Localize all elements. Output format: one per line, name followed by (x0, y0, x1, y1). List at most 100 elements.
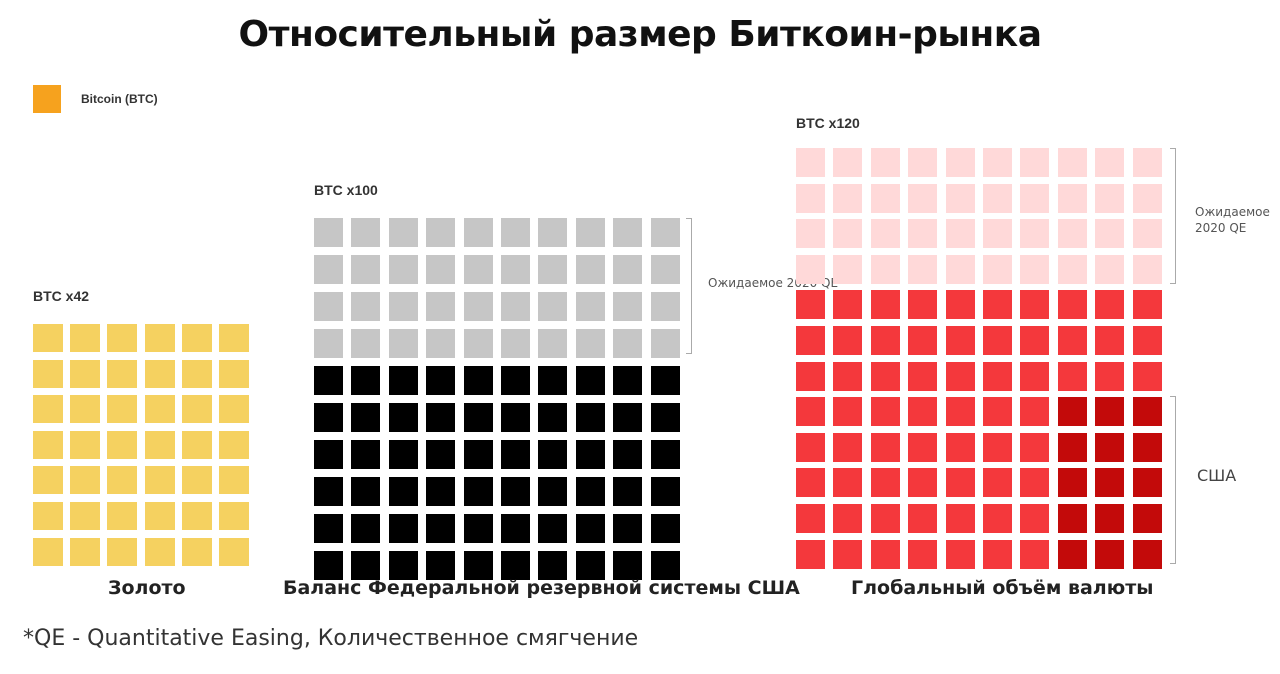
global-waffle-cell (1057, 183, 1087, 213)
global-waffle-cell (982, 503, 1012, 533)
global-waffle-cell (945, 254, 975, 284)
fed-waffle-cell (351, 329, 381, 358)
fed-waffle-cell (613, 292, 643, 321)
gold-waffle-cell (218, 430, 249, 459)
global-group-label: Глобальный объём валюты (851, 577, 1154, 599)
global-waffle-cell (1132, 183, 1162, 213)
fed-waffle-cell (463, 255, 493, 284)
global-waffle-cell (908, 325, 938, 355)
global-waffle-cell (1020, 325, 1050, 355)
fed-waffle-cell (314, 255, 343, 284)
fed-waffle-cell (575, 403, 605, 432)
fed-waffle-cell (500, 477, 530, 506)
global-waffle-cell (870, 325, 900, 355)
global-waffle-cell (833, 432, 863, 462)
fed-waffle-cell (575, 514, 605, 543)
global-waffle-cell (908, 254, 938, 284)
global-waffle-cell (796, 219, 825, 249)
global-waffle-cell (1095, 432, 1125, 462)
fed-waffle-cell (426, 255, 456, 284)
global-waffle-cell (982, 397, 1012, 427)
fed-waffle-cell (500, 218, 530, 247)
gold-waffle-cell (181, 430, 212, 459)
fed-waffle-cell (575, 292, 605, 321)
fed-waffle-cell (650, 403, 680, 432)
global-waffle-cell (908, 468, 938, 498)
global-waffle-cell (1132, 468, 1162, 498)
fed-waffle-cell (463, 366, 493, 395)
global-waffle-cell (1057, 325, 1087, 355)
fed-waffle-cell (351, 292, 381, 321)
usa-bracket (1170, 396, 1176, 564)
legend-swatch (33, 85, 61, 113)
fed-waffle-cell (463, 551, 493, 580)
fed-waffle-cell (500, 403, 530, 432)
global-waffle-cell (1132, 539, 1162, 569)
global-waffle-cell (796, 361, 825, 391)
fed-waffle-cell (314, 477, 343, 506)
global-waffle-cell (833, 325, 863, 355)
global-waffle-cell (908, 219, 938, 249)
global-waffle-cell (833, 148, 863, 177)
global-waffle-cell (1095, 503, 1125, 533)
global-waffle-cell (908, 290, 938, 320)
global-waffle-cell (945, 361, 975, 391)
global-waffle-cell (870, 468, 900, 498)
global-waffle-cell (1132, 503, 1162, 533)
gold-waffle-cell (218, 537, 249, 566)
global-waffle-cell (796, 254, 825, 284)
fed-waffle-cell (575, 218, 605, 247)
gold-waffle-cell (107, 324, 138, 352)
global-waffle-cell (1095, 325, 1125, 355)
fed-waffle-cell (500, 514, 530, 543)
global-waffle-cell (1132, 397, 1162, 427)
global-waffle-cell (1020, 432, 1050, 462)
gold-waffle-cell (107, 501, 138, 530)
gold-waffle-cell (33, 430, 63, 459)
fed-waffle-cell (538, 440, 568, 469)
global-waffle-cell (982, 325, 1012, 355)
global-multiplier-label: BTC x120 (796, 115, 860, 131)
gold-waffle-cell (33, 501, 63, 530)
global-waffle-cell (1020, 290, 1050, 320)
fed-waffle-cell (314, 366, 343, 395)
gold-multiplier-label: BTC x42 (33, 288, 90, 304)
fed-waffle-cell (575, 551, 605, 580)
global-waffle-cell (1020, 539, 1050, 569)
global-waffle-cell (1057, 397, 1087, 427)
fed-waffle-cell (388, 292, 418, 321)
global-waffle-cell (1020, 183, 1050, 213)
gold-waffle-cell (70, 537, 101, 566)
gold-waffle-cell (33, 395, 63, 424)
global-waffle-cell (945, 503, 975, 533)
fed-waffle-cell (463, 403, 493, 432)
global-waffle-cell (796, 503, 825, 533)
global-waffle-cell (1132, 361, 1162, 391)
fed-waffle-cell (575, 440, 605, 469)
global-waffle-cell (796, 183, 825, 213)
fed-waffle-cell (388, 366, 418, 395)
fed-waffle-cell (351, 403, 381, 432)
global-waffle-cell (1020, 148, 1050, 177)
gold-waffle-cell (218, 359, 249, 388)
fed-waffle-cell (426, 403, 456, 432)
global-waffle-cell (1132, 432, 1162, 462)
fed-waffle-cell (314, 403, 343, 432)
fed-waffle-cell (538, 329, 568, 358)
fed-waffle-cell (426, 329, 456, 358)
fed-waffle-cell (538, 514, 568, 543)
global-waffle-cell (870, 539, 900, 569)
fed-waffle-cell (388, 440, 418, 469)
fed-waffle-cell (538, 255, 568, 284)
global-waffle-cell (1020, 361, 1050, 391)
gold-waffle-cell (144, 430, 175, 459)
fed-waffle-cell (575, 255, 605, 284)
global-qe-annotation: Ожидаемое 2020 QE (1195, 205, 1270, 235)
global-waffle-cell (870, 148, 900, 177)
gold-waffle-cell (70, 430, 101, 459)
gold-waffle-cell (70, 324, 101, 352)
fed-waffle-cell (538, 366, 568, 395)
gold-waffle-cell (218, 501, 249, 530)
fed-waffle-cell (575, 477, 605, 506)
global-waffle-cell (982, 148, 1012, 177)
